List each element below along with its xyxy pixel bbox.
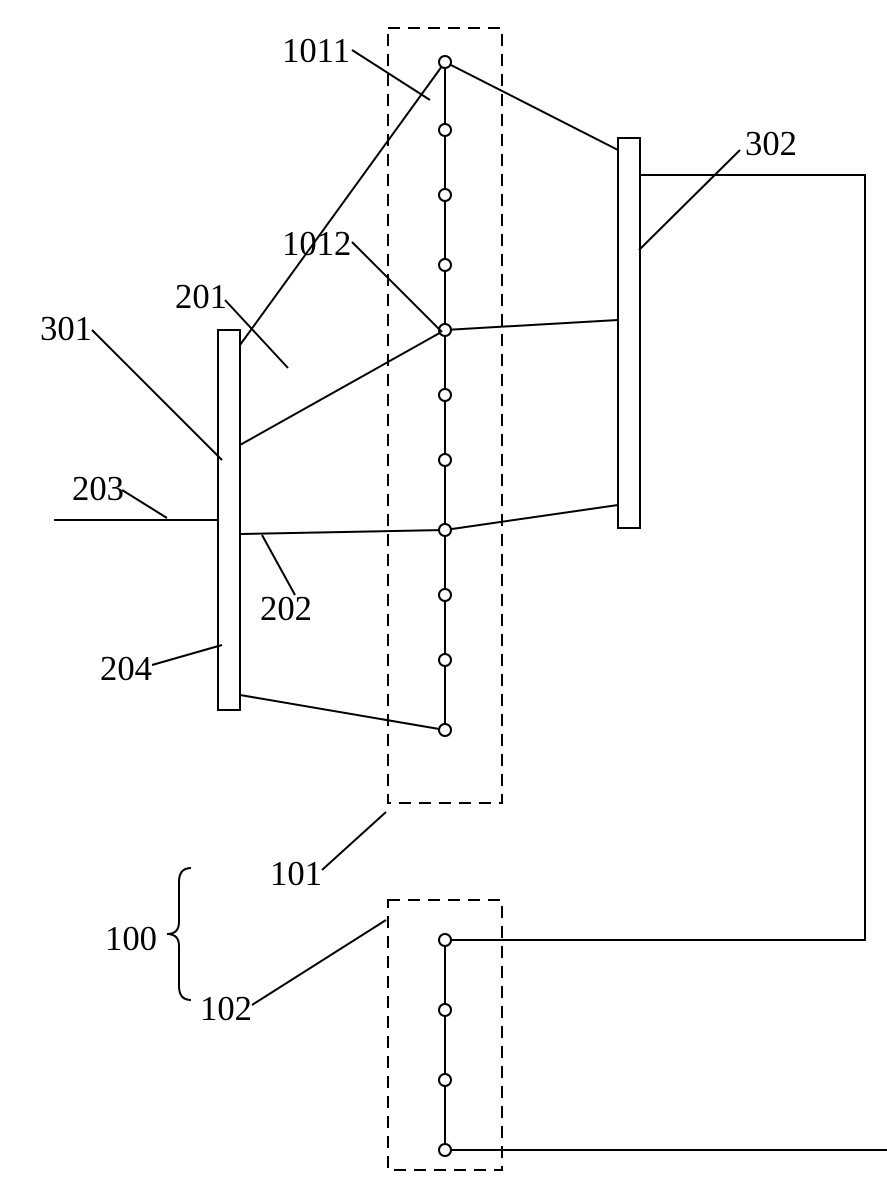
label-302: 302 bbox=[745, 125, 797, 164]
label-204: 204 bbox=[100, 650, 152, 689]
rect302 bbox=[618, 138, 640, 528]
leader-102 bbox=[252, 920, 386, 1005]
label-100: 100 bbox=[105, 920, 157, 959]
node-top-6 bbox=[439, 454, 451, 466]
node-top-9 bbox=[439, 654, 451, 666]
node-top-7 bbox=[439, 524, 451, 536]
leader-202 bbox=[262, 535, 295, 595]
conn-left-3 bbox=[240, 695, 445, 730]
node-top-10 bbox=[439, 724, 451, 736]
label-101: 101 bbox=[270, 855, 322, 894]
leader-302 bbox=[639, 150, 740, 250]
label-201: 201 bbox=[175, 278, 227, 317]
conn-left-0 bbox=[240, 62, 445, 345]
label-203: 203 bbox=[72, 470, 124, 509]
brace-100 bbox=[167, 868, 191, 1000]
label-102: 102 bbox=[200, 990, 252, 1029]
diagram-stage: 1011 1012 302 201 301 203 202 204 101 102 100 bbox=[0, 0, 887, 1200]
conn-right-2 bbox=[445, 505, 618, 530]
node-bottom-1 bbox=[439, 1004, 451, 1016]
node-top-8 bbox=[439, 589, 451, 601]
node-top-2 bbox=[439, 189, 451, 201]
leader-203 bbox=[122, 490, 167, 518]
label-301: 301 bbox=[40, 310, 92, 349]
leader-101 bbox=[322, 812, 386, 870]
leader-1012 bbox=[352, 242, 442, 332]
conn-right-1 bbox=[445, 320, 618, 330]
rect301 bbox=[218, 330, 240, 710]
label-1012: 1012 bbox=[282, 225, 351, 264]
conn-left-1 bbox=[240, 330, 445, 445]
leader-204 bbox=[152, 645, 222, 665]
diagram-svg bbox=[0, 0, 887, 1200]
leader-301 bbox=[92, 330, 222, 460]
conn-right-0 bbox=[445, 62, 618, 150]
conn-left-2 bbox=[240, 530, 445, 534]
label-1011: 1011 bbox=[282, 32, 350, 71]
long-right-path bbox=[445, 175, 865, 940]
node-top-1 bbox=[439, 124, 451, 136]
node-bottom-0 bbox=[439, 934, 451, 946]
node-bottom-2 bbox=[439, 1074, 451, 1086]
leader-1011 bbox=[352, 50, 430, 100]
node-top-0 bbox=[439, 56, 451, 68]
label-202: 202 bbox=[260, 590, 312, 629]
node-top-5 bbox=[439, 389, 451, 401]
node-top-3 bbox=[439, 259, 451, 271]
node-bottom-3 bbox=[439, 1144, 451, 1156]
